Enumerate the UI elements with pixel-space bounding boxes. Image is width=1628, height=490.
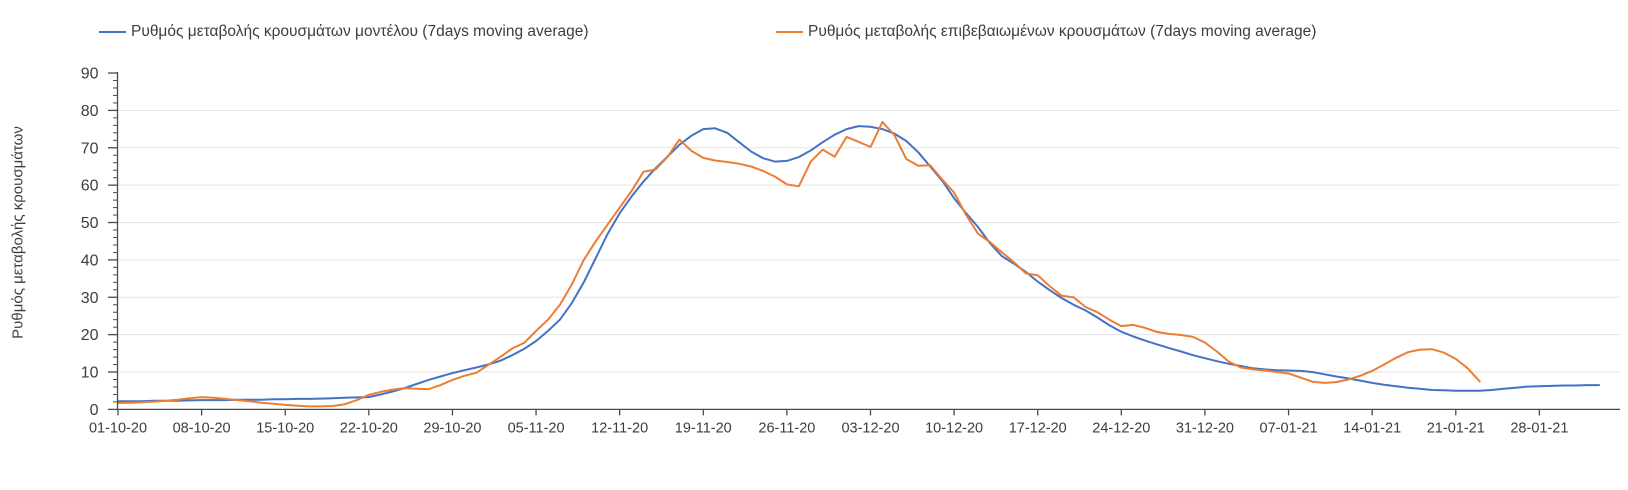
- confirmed-line-marker-icon: [776, 31, 803, 33]
- x-tick-label: 22-10-20: [340, 420, 398, 436]
- x-tick-label: 31-12-20: [1176, 420, 1234, 436]
- legend-label-confirmed: Ρυθμός μεταβολής επιβεβαιωμένων κρουσμάτ…: [808, 23, 1317, 40]
- x-tick-label: 07-01-21: [1260, 420, 1318, 436]
- legend-label-model: Ρυθμός μεταβολής κρουσμάτων μοντέλου (7d…: [131, 23, 589, 40]
- x-tick-label: 29-10-20: [423, 420, 481, 436]
- x-tick-label: 03-12-20: [841, 420, 899, 436]
- series-line-model: [117, 125, 1601, 403]
- y-tick-label: 70: [81, 140, 99, 157]
- x-tick-label: 12-11-20: [591, 420, 648, 436]
- x-tick-label: 01-10-20: [89, 420, 147, 436]
- x-tick-label: 19-11-20: [675, 420, 732, 436]
- y-tick-label: 10: [81, 365, 99, 382]
- x-tick-label: 05-11-20: [508, 420, 565, 436]
- y-tick-label: 50: [81, 215, 99, 232]
- x-tick-label: 10-12-20: [925, 420, 983, 436]
- model-line-marker-icon: [99, 31, 126, 33]
- x-tick-label: 28-01-21: [1510, 420, 1568, 436]
- y-tick-label: 30: [81, 290, 99, 307]
- y-axis-title: Ρυθμός μεταβολής κρουσμάτων: [9, 126, 27, 339]
- x-tick-label: 21-01-21: [1427, 420, 1485, 436]
- legend-item-confirmed: Ρυθμός μεταβολής επιβεβαιωμένων κρουσμάτ…: [776, 23, 1316, 41]
- series-line-confirmed: [117, 121, 1481, 408]
- y-tick-label: 80: [81, 103, 99, 120]
- y-tick-label: 90: [81, 66, 99, 83]
- y-tick-label: 40: [81, 252, 99, 269]
- legend-item-model: Ρυθμός μεταβολής κρουσμάτων μοντέλου (7d…: [99, 23, 589, 41]
- x-tick-label: 17-12-20: [1009, 420, 1067, 436]
- x-tick-label: 08-10-20: [173, 420, 231, 436]
- y-tick-label: 20: [81, 327, 99, 344]
- x-tick-label: 24-12-20: [1092, 420, 1150, 436]
- x-tick-label: 26-11-20: [758, 420, 815, 436]
- x-tick-label: 15-10-20: [256, 420, 314, 436]
- y-tick-label: 60: [81, 178, 99, 195]
- y-tick-label: 0: [90, 402, 99, 419]
- x-tick-label: 14-01-21: [1343, 420, 1401, 436]
